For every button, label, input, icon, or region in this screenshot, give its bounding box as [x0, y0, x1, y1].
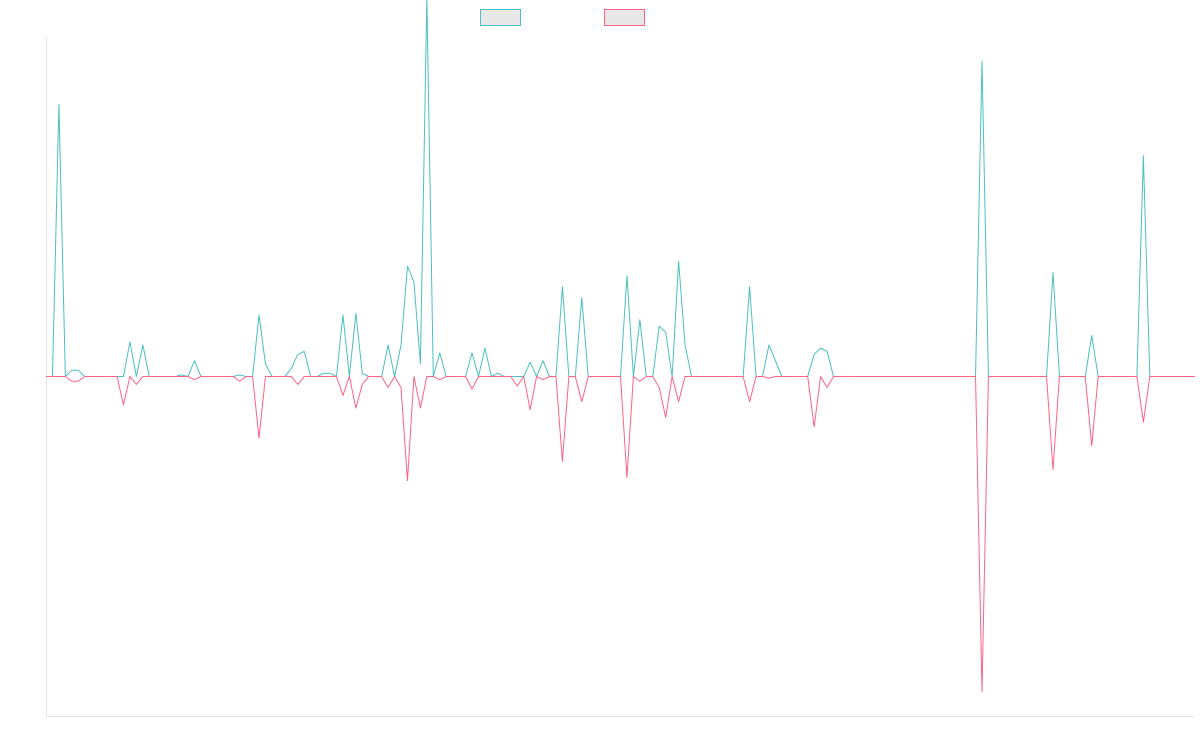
legend-item-series-2[interactable]	[604, 9, 645, 26]
legend	[480, 9, 645, 26]
series-layer	[46, 0, 1195, 693]
series-line-1	[46, 0, 1195, 377]
plot-area	[46, 0, 1195, 717]
series-line-2	[46, 376, 1195, 693]
legend-item-series-1[interactable]	[480, 9, 521, 26]
legend-swatch-series-2	[604, 9, 645, 26]
legend-swatch-series-1	[480, 9, 521, 26]
